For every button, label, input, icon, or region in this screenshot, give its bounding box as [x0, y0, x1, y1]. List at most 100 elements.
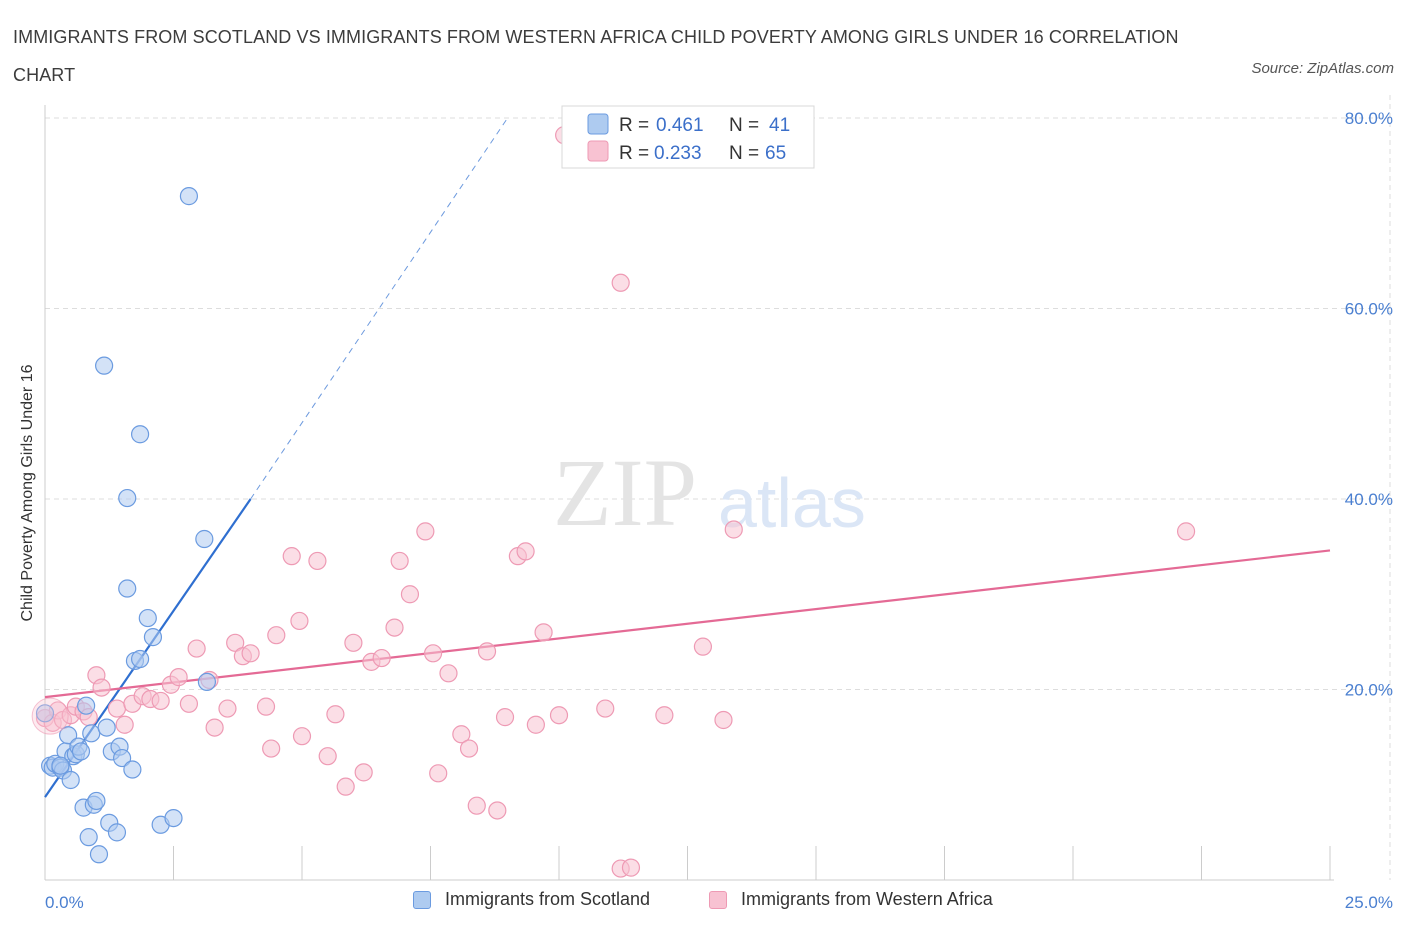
point-wafrica [534, 623, 553, 642]
point-wafrica [169, 668, 188, 687]
point-wafrica [621, 858, 641, 877]
point-scotland [130, 649, 150, 669]
point-wafrica [714, 710, 733, 730]
legend-n-value-1: 41 [769, 115, 790, 136]
point-wafrica [218, 699, 237, 718]
point-wafrica-cluster [31, 697, 69, 735]
point-scotland [61, 770, 80, 790]
x-tick-label-min: 0.0% [45, 893, 84, 912]
point-scotland [138, 608, 157, 628]
legend-swatch-wafrica [587, 140, 609, 162]
point-wafrica [318, 747, 337, 766]
point-wafrica [611, 273, 630, 292]
point-wafrica [205, 718, 224, 737]
point-wafrica [495, 708, 515, 727]
point-wafrica [282, 547, 301, 566]
source-label: Source: ZipAtlas.com [1251, 60, 1394, 77]
tick-labels: 20.0% 40.0% 60.0% 80.0% 0.0% 25.0% [45, 109, 1393, 912]
point-scotland [179, 187, 199, 206]
legend-n-value-2: 65 [765, 143, 786, 164]
point-wafrica [400, 585, 420, 604]
point-wafrica [416, 522, 435, 541]
point-scotland [143, 628, 163, 647]
point-wafrica [290, 611, 309, 631]
legend-r-label-1: R = [619, 115, 649, 136]
legend-item-wafrica[interactable]: Immigrants from Western Africa [709, 889, 993, 910]
point-scotland [112, 748, 132, 768]
point-wafrica [151, 691, 170, 711]
point-scotland [164, 808, 183, 828]
point-wafrica [115, 715, 134, 734]
point-scotland [59, 726, 78, 745]
point-scotland [35, 704, 55, 723]
point-scotland [123, 760, 142, 779]
data-points [31, 126, 1196, 878]
point-wafrica [693, 637, 713, 656]
point-wafrica [390, 551, 409, 571]
point-scotland [82, 724, 101, 743]
point-wafrica [256, 697, 276, 716]
legend-item-scotland[interactable]: Immigrants from Scotland [413, 889, 650, 910]
axes [44, 105, 1334, 881]
legend-swatch [413, 890, 431, 909]
point-wafrica [292, 727, 312, 746]
legend-n-label-1: N = [729, 115, 759, 136]
chart-title: IMMIGRANTS FROM SCOTLAND VS IMMIGRANTS F… [13, 27, 1179, 85]
point-scotland [51, 756, 70, 775]
point-wafrica [354, 763, 373, 782]
y-tick-label: 80.0% [1345, 109, 1393, 128]
point-wafrica [526, 715, 545, 734]
point-wafrica [241, 644, 260, 663]
point-wafrica [187, 639, 206, 658]
legend-box: R = 0.461 N = 41 R = 0.233 N = 65 [561, 105, 815, 169]
point-scotland [87, 791, 106, 811]
y-tick-label: 60.0% [1345, 300, 1393, 319]
point-scotland [95, 356, 114, 375]
point-wafrica [262, 739, 281, 758]
point-wafrica [549, 706, 569, 725]
point-scotland [118, 488, 137, 508]
watermark: ZIP atlas [553, 439, 866, 546]
point-scotland [197, 672, 217, 691]
legend-swatch-scotland [587, 113, 609, 135]
point-wafrica [92, 678, 111, 697]
point-wafrica [477, 642, 497, 661]
legend-r-label-2: R = [619, 143, 649, 164]
point-wafrica [655, 706, 674, 725]
grid-lines [45, 95, 1391, 880]
point-wafrica [724, 520, 743, 539]
point-wafrica [226, 633, 245, 652]
point-wafrica [267, 626, 286, 645]
point-wafrica [326, 705, 345, 724]
legend-label-wafrica: Immigrants from Western Africa [741, 889, 993, 909]
point-wafrica [385, 618, 404, 637]
point-wafrica [423, 644, 443, 663]
point-scotland [77, 696, 96, 715]
y-tick-label: 40.0% [1345, 490, 1393, 509]
point-wafrica [429, 764, 448, 783]
point-wafrica [336, 777, 355, 796]
point-scotland [130, 425, 150, 444]
point-wafrica [467, 796, 486, 815]
legend-label-scotland: Immigrants from Scotland [445, 889, 651, 909]
point-wafrica [459, 739, 479, 758]
legend-r-value-2: 0.233 [654, 143, 702, 164]
point-scotland [79, 828, 98, 847]
point-scotland [107, 823, 127, 842]
point-scotland [89, 845, 109, 864]
x-tick-label-max: 25.0% [1345, 893, 1393, 912]
legend-r-value-1: 0.461 [656, 115, 704, 136]
point-wafrica [308, 551, 327, 571]
legend-n-label-2: N = [729, 143, 759, 164]
point-wafrica [179, 694, 199, 713]
point-wafrica [1176, 522, 1196, 541]
watermark-zip: ZIP [553, 439, 697, 546]
point-scotland [195, 529, 214, 549]
y-tick-label: 20.0% [1345, 681, 1393, 700]
point-wafrica [488, 801, 507, 820]
point-scotland [118, 579, 137, 598]
legend-swatch [709, 890, 727, 909]
trend-line-wafrica [44, 549, 1331, 699]
point-scotland [71, 742, 91, 761]
